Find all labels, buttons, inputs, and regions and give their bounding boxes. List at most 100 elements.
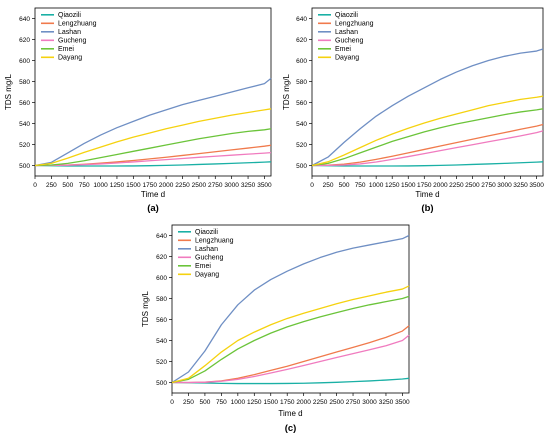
chart-panel-3: 0 250 500 750 1000 1250 1500 1750 2000 2250 2500 27… — [141, 224, 410, 434]
series-line-emei — [34, 128, 272, 167]
panel-label: (a) — [147, 203, 159, 214]
y-tick-label: 580 — [156, 296, 167, 303]
legend-label-gucheng: Gucheng — [195, 255, 224, 262]
x-axis-label: Time d — [415, 190, 439, 199]
x-tick-label: 1000 — [369, 182, 384, 189]
y-tick-label: 520 — [156, 359, 167, 366]
legend-label-lashan: Lashan — [58, 29, 81, 36]
y-tick-label: 600 — [296, 58, 307, 65]
x-tick-label: 3250 — [379, 399, 394, 406]
x-tick-label: 1750 — [417, 182, 432, 189]
series-line-gucheng — [172, 334, 410, 384]
y-tick-label: 540 — [156, 338, 167, 345]
x-tick-label: 1250 — [247, 399, 262, 406]
x-tick-label: 3250 — [513, 182, 528, 189]
x-tick-label: 750 — [216, 399, 227, 406]
legend-label-emei: Emei — [58, 46, 74, 53]
series-line-emei — [311, 108, 544, 167]
series-line-dayang — [171, 285, 410, 384]
legend-label-lengzhuang: Lengzhuang — [58, 21, 97, 28]
legend-label-emei: Emei — [335, 46, 351, 53]
y-tick-label: 640 — [19, 16, 30, 23]
chart-panel-2: 0 250 500 750 1000 1250 1500 1750 2000 2250 2500 27… — [282, 7, 544, 214]
legend-label-dayang: Dayang — [335, 55, 359, 62]
y-tick-label: 560 — [19, 100, 30, 107]
x-tick-label: 3250 — [241, 182, 256, 189]
x-tick-label: 2000 — [433, 182, 448, 189]
legend-label-qiaozili: Qiaozili — [195, 229, 218, 236]
legend-label-qiaozili: Qiaozili — [58, 12, 81, 19]
y-tick-label: 520 — [19, 142, 30, 149]
plot-frame — [171, 224, 410, 394]
x-tick-label: 750 — [79, 182, 90, 189]
chart-panel-1: 0 250 500 750 1000 1250 1500 1750 2000 2250 2500 27… — [4, 7, 272, 214]
legend-label-emei: Emei — [195, 263, 211, 270]
x-tick-label: 500 — [339, 182, 350, 189]
x-axis-label: Time d — [141, 190, 165, 199]
x-tick-label: 1000 — [93, 182, 108, 189]
y-tick-label: 500 — [156, 380, 167, 387]
legend-label-gucheng: Gucheng — [335, 38, 364, 45]
legend-label-lashan: Lashan — [335, 29, 358, 36]
x-tick-label: 1500 — [401, 182, 416, 189]
series-line-qiaozili — [34, 161, 272, 167]
x-tick-label: 2250 — [449, 182, 464, 189]
series-line-gucheng — [311, 130, 544, 167]
x-tick-label: 2500 — [465, 182, 480, 189]
legend-label-qiaozili: Qiaozili — [335, 12, 358, 19]
y-tick-label: 620 — [296, 37, 307, 44]
x-tick-label: 250 — [183, 399, 194, 406]
series-line-gucheng — [34, 151, 272, 167]
series-line-lashan — [171, 234, 410, 384]
x-tick-label: 2750 — [481, 182, 496, 189]
x-tick-label: 3000 — [224, 182, 239, 189]
x-tick-label: 2750 — [346, 399, 361, 406]
series-line-dayang — [311, 95, 544, 167]
y-tick-label: 600 — [156, 275, 167, 282]
x-tick-label: 0 — [33, 182, 37, 189]
x-axis-label: Time d — [278, 409, 302, 418]
x-tick-label: 250 — [323, 182, 334, 189]
panel-label: (c) — [285, 423, 297, 434]
x-tick-label: 500 — [62, 182, 73, 189]
y-tick-label: 620 — [19, 37, 30, 44]
series-line-lashan — [34, 77, 272, 167]
y-tick-label: 500 — [296, 163, 307, 170]
y-tick-label: 560 — [296, 100, 307, 107]
y-tick-label: 620 — [156, 254, 167, 261]
x-tick-label: 2000 — [296, 399, 311, 406]
y-tick-label: 540 — [19, 121, 30, 128]
y-tick-label: 500 — [19, 163, 30, 170]
series-line-qiaozili — [171, 377, 410, 385]
panel-label: (b) — [421, 203, 433, 214]
plot-frame — [34, 7, 272, 177]
x-tick-label: 2250 — [313, 399, 328, 406]
y-tick-label: 560 — [156, 317, 167, 324]
x-tick-label: 2750 — [208, 182, 223, 189]
y-axis-label: TDS mg/L — [282, 73, 291, 110]
y-tick-label: 520 — [296, 142, 307, 149]
x-tick-label: 0 — [170, 399, 174, 406]
x-tick-label: 3500 — [529, 182, 544, 189]
legend-label-gucheng: Gucheng — [58, 38, 87, 45]
series-line-lengzhuang — [172, 325, 410, 384]
x-tick-label: 1250 — [385, 182, 400, 189]
x-tick-label: 3000 — [497, 182, 512, 189]
x-tick-label: 250 — [46, 182, 57, 189]
series-line-lengzhuang — [311, 123, 544, 167]
x-tick-label: 1750 — [280, 399, 295, 406]
x-tick-label: 0 — [310, 182, 314, 189]
x-tick-label: 1500 — [264, 399, 279, 406]
legend-label-dayang: Dayang — [195, 272, 219, 279]
y-tick-label: 540 — [296, 121, 307, 128]
x-tick-label: 2500 — [192, 182, 207, 189]
x-tick-label: 1250 — [110, 182, 125, 189]
x-tick-label: 2500 — [329, 399, 344, 406]
series-line-emei — [171, 295, 410, 384]
legend-label-lengzhuang: Lengzhuang — [195, 238, 234, 245]
legend-label-lashan: Lashan — [195, 246, 218, 253]
y-tick-label: 600 — [19, 58, 30, 65]
